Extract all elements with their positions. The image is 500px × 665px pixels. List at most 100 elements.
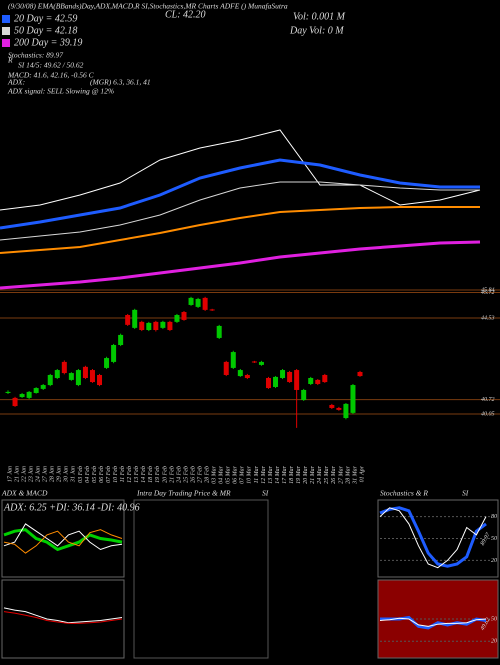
series-line — [3, 529, 123, 554]
x-tick-label: 17 Mar — [282, 465, 288, 483]
annotation: SI 14/5: 49.62 / 50.62 — [18, 61, 84, 70]
candle-body — [118, 334, 124, 345]
x-tick-label: 14 Mar — [274, 465, 281, 483]
candle-body — [202, 297, 208, 310]
x-tick-label: 11 Mar — [254, 465, 260, 483]
x-tick-label: 14 Feb — [140, 466, 147, 483]
annotation: ADX: — [7, 78, 25, 87]
candle-body — [280, 370, 286, 378]
annotation: Vol: 0.001 M — [293, 11, 346, 22]
candle-body — [315, 379, 321, 384]
candle-body — [273, 376, 279, 387]
candle-body — [265, 377, 271, 389]
candle-body — [181, 312, 187, 320]
annotation: (MGR) 6.3, 36.1, 41 — [90, 78, 151, 87]
candle-body — [104, 358, 110, 368]
series-line — [0, 158, 480, 230]
candle-body — [251, 361, 257, 363]
candle-body — [111, 345, 117, 362]
x-tick-label: 04 Mar — [218, 465, 225, 483]
candle-body — [287, 371, 293, 383]
x-tick-label: 22 Jan — [21, 466, 27, 482]
y-tick-label: 50 — [491, 616, 497, 622]
x-tick-label: 07 Mar — [240, 465, 246, 483]
candle-body — [5, 391, 11, 393]
candle-body — [125, 315, 131, 325]
annotation: R — [7, 56, 13, 65]
candle-body — [97, 374, 103, 386]
x-tick-label: 13 Mar — [268, 465, 274, 483]
candle-body — [343, 403, 349, 419]
x-tick-label: 12 Feb — [127, 466, 133, 483]
annotation: CL: 42.20 — [165, 9, 206, 20]
x-tick-label: 01 Apr — [359, 465, 365, 482]
series-line — [379, 507, 487, 569]
y-tick-label: 44.53 — [481, 314, 495, 321]
panel-title: Stochastics & R — [380, 489, 428, 498]
x-tick-label: 12 Mar — [261, 465, 267, 483]
candle-body — [47, 374, 53, 386]
candle-body — [209, 309, 215, 311]
x-tick-label: 25 Feb — [183, 466, 189, 483]
y-tick-label: 20 — [491, 558, 497, 564]
x-tick-label: 24 Mar — [316, 465, 323, 483]
x-tick-label: 21 Feb — [169, 466, 175, 483]
series-line — [0, 206, 480, 254]
y-tick-label: 80 — [491, 514, 497, 520]
x-tick-label: 21 Jan — [14, 466, 20, 482]
x-tick-label: 31 Jan — [71, 466, 77, 483]
panel-subtitle: SI — [262, 489, 269, 498]
candle-body — [329, 404, 335, 408]
legend-swatch — [2, 39, 10, 47]
x-tick-label: 03 Feb — [78, 466, 84, 483]
series-line — [3, 607, 123, 624]
x-tick-label: 26 Mar — [331, 465, 337, 483]
series-line — [3, 611, 123, 624]
candle-body — [89, 370, 95, 383]
x-tick-label: 19 Feb — [155, 466, 161, 483]
x-tick-label: 31 Mar — [352, 465, 358, 484]
y-tick-label: 50 — [491, 536, 497, 542]
x-tick-label: 10 Feb — [113, 466, 119, 483]
x-tick-label: 27 Feb — [197, 466, 203, 483]
legend-label: 50 Day = 42.18 — [14, 25, 77, 36]
series-line — [3, 523, 123, 551]
x-tick-label: 05 Mar — [226, 465, 232, 483]
x-tick-label: 13 Feb — [134, 466, 140, 483]
candle-body — [294, 370, 300, 390]
candle-body — [237, 370, 243, 377]
candle-body — [308, 377, 314, 384]
candle-body — [336, 407, 342, 410]
x-tick-label: 10 Mar — [247, 465, 253, 483]
candle-body — [132, 309, 138, 328]
candle-body — [139, 321, 145, 331]
panel-subtitle: ADX: 6.25 +DI: 36.14 -DI: 40.96 — [3, 502, 140, 513]
x-tick-label: 23 Jan — [28, 466, 34, 482]
candle-body — [322, 374, 328, 383]
candle-body — [216, 325, 222, 338]
x-tick-label: 18 Mar — [289, 465, 295, 483]
legend-swatch — [2, 27, 10, 35]
panel-subtitle: SI — [462, 489, 469, 498]
candle-body — [12, 397, 18, 407]
annotation: Stochastics: 89.97 — [8, 51, 63, 60]
x-tick-label: 06 Feb — [99, 466, 105, 483]
x-tick-label: 19 Mar — [296, 465, 302, 483]
candle-body — [40, 385, 46, 389]
annotation: Day Vol: 0 M — [289, 25, 344, 36]
candle-body — [61, 361, 67, 374]
x-tick-label: 06 Mar — [233, 465, 239, 483]
candle-body — [54, 370, 60, 378]
x-tick-label: 28 Feb — [204, 466, 210, 483]
x-tick-label: 27 Mar — [338, 465, 344, 483]
candle-body — [357, 371, 363, 377]
x-tick-label: 29 Jan — [57, 466, 63, 482]
candle-body — [258, 361, 264, 365]
series-line — [0, 240, 481, 290]
candle-body — [153, 321, 159, 331]
series-line — [0, 181, 480, 241]
legend-swatch — [2, 15, 10, 23]
panel-title: Intra Day Trading Price & MR — [136, 489, 231, 498]
